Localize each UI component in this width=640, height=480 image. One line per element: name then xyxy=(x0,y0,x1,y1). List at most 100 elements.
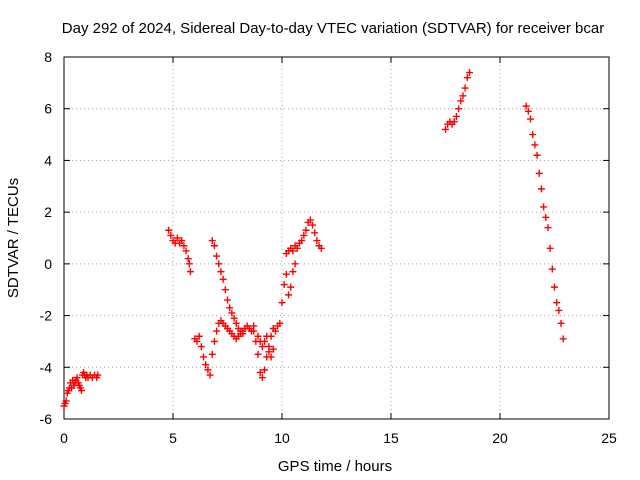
data-point xyxy=(195,332,203,340)
y-tick-label: 6 xyxy=(44,101,52,117)
data-point xyxy=(213,252,221,260)
data-point xyxy=(557,319,565,327)
x-tick-label: 20 xyxy=(492,430,508,446)
data-point xyxy=(206,371,214,379)
data-point xyxy=(278,299,286,307)
data-point xyxy=(261,337,269,345)
data-point xyxy=(553,299,561,307)
data-point xyxy=(239,330,247,338)
data-point xyxy=(306,216,314,224)
data-point xyxy=(302,226,310,234)
y-tick-label: 4 xyxy=(44,152,52,168)
data-point xyxy=(527,115,535,123)
data-segment xyxy=(191,317,258,379)
data-point xyxy=(533,151,541,159)
data-segment xyxy=(208,237,247,338)
data-point xyxy=(537,185,545,193)
data-point xyxy=(285,291,293,299)
data-point xyxy=(254,350,262,358)
data-point xyxy=(208,237,216,245)
data-point xyxy=(548,265,556,273)
data-point xyxy=(208,350,216,358)
data-point xyxy=(73,374,81,382)
data-point xyxy=(280,281,288,289)
y-tick-label: -4 xyxy=(40,359,53,375)
data-point xyxy=(258,374,266,382)
data-segment xyxy=(254,332,277,361)
data-point xyxy=(200,353,208,361)
data-point xyxy=(282,270,290,278)
data-point xyxy=(524,107,532,115)
data-point xyxy=(250,327,258,335)
data-point xyxy=(459,92,467,100)
data-point xyxy=(230,314,238,322)
chart-title: Day 292 of 2024, Sidereal Day-to-day VTE… xyxy=(62,20,604,37)
data-point xyxy=(287,283,295,291)
data-point xyxy=(185,260,193,268)
data-point xyxy=(309,221,317,229)
x-axis-label: GPS time / hours xyxy=(278,458,392,475)
data-segment xyxy=(165,226,194,276)
data-point xyxy=(461,84,469,92)
data-point xyxy=(226,304,234,312)
data-point xyxy=(182,247,190,255)
data-point xyxy=(186,268,194,276)
data-point xyxy=(215,260,223,268)
data-point xyxy=(213,327,221,335)
data-point xyxy=(457,97,465,105)
data-point xyxy=(289,247,297,255)
data-point xyxy=(202,361,210,369)
y-tick-label: -2 xyxy=(40,308,53,324)
data-point xyxy=(452,112,460,120)
data-point xyxy=(178,237,186,245)
y-tick-label: -6 xyxy=(40,411,53,427)
data-point xyxy=(542,213,550,221)
x-tick-label: 15 xyxy=(383,430,399,446)
y-tick-label: 8 xyxy=(44,49,52,65)
data-segment xyxy=(442,69,473,133)
data-point xyxy=(269,345,277,353)
data-point xyxy=(210,242,218,250)
data-point xyxy=(455,105,463,113)
data-segment xyxy=(522,102,567,343)
data-point xyxy=(535,169,543,177)
data-point xyxy=(165,226,173,234)
data-point xyxy=(293,244,301,252)
data-point xyxy=(529,131,537,139)
data-point xyxy=(317,244,325,252)
y-tick-label: 2 xyxy=(44,204,52,220)
data-point xyxy=(204,366,212,374)
data-point xyxy=(540,203,548,211)
y-tick-labels: -6 -4 -2 0 2 4 6 8 xyxy=(40,49,53,427)
data-point xyxy=(267,353,275,361)
data-point xyxy=(531,141,539,149)
data-point xyxy=(228,309,236,317)
data-point xyxy=(224,296,231,304)
data-point xyxy=(217,268,225,276)
data-point xyxy=(311,229,319,237)
data-point xyxy=(276,319,284,327)
data-point xyxy=(173,234,181,242)
data-point xyxy=(197,343,205,351)
data-point xyxy=(450,118,458,126)
data-point xyxy=(291,260,299,268)
data-point xyxy=(180,242,188,250)
data-series xyxy=(60,69,567,410)
axis-ticks xyxy=(63,56,610,420)
data-point xyxy=(298,237,306,245)
data-point xyxy=(62,397,70,405)
data-point xyxy=(219,275,227,283)
data-point xyxy=(551,283,558,291)
data-point xyxy=(465,69,473,77)
y-tick-label: 0 xyxy=(44,256,52,272)
x-tick-label: 25 xyxy=(601,430,617,446)
data-point xyxy=(522,102,530,110)
data-point xyxy=(254,332,262,340)
x-tick-labels: 0 5 10 15 20 25 xyxy=(60,430,617,446)
data-segment xyxy=(282,216,325,258)
x-tick-label: 5 xyxy=(169,430,177,446)
data-point xyxy=(210,337,218,345)
x-tick-label: 10 xyxy=(274,430,290,446)
y-axis-label: SDTVAR / TECUs xyxy=(5,178,22,298)
